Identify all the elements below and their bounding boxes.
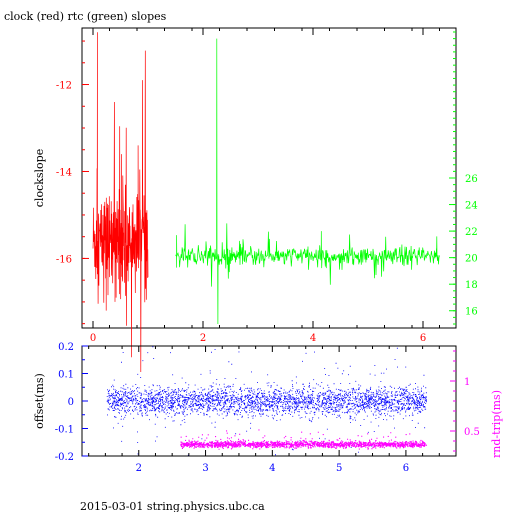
clock-slope-line bbox=[92, 32, 149, 373]
x-tick-label: 4 bbox=[310, 333, 316, 344]
x-tick-label: 6 bbox=[403, 463, 409, 474]
y-right-tick-label: 20 bbox=[465, 254, 478, 265]
y-right-tick-label: 26 bbox=[465, 174, 478, 185]
rnd-trip-axis-label: rnd-trip(ms) bbox=[490, 390, 503, 458]
y-left-tick-label: 0.2 bbox=[58, 342, 74, 353]
slopes-series-layer bbox=[92, 32, 440, 373]
y-left-tick-label: -12 bbox=[56, 81, 72, 92]
clockslope-axis-label: clockslope bbox=[33, 149, 46, 207]
figure-title: clock (red) rtc (green) slopes bbox=[4, 10, 167, 23]
x-tick-label: 3 bbox=[202, 463, 208, 474]
offset-points bbox=[106, 346, 427, 456]
y-right-tick-label: 16 bbox=[465, 307, 478, 318]
footer-text: 2015-03-01 string.physics.ubc.ca bbox=[80, 500, 265, 512]
y-right-tick-label: 1 bbox=[464, 377, 470, 388]
offset-series-layer bbox=[106, 346, 427, 456]
offset-scatter bbox=[106, 346, 427, 456]
y-left-tick-label: -16 bbox=[56, 254, 72, 265]
y-right-tick-label: 18 bbox=[465, 280, 478, 291]
rnd-trip-points bbox=[180, 429, 427, 450]
rtc-slope-line bbox=[175, 38, 440, 325]
y-left-tick-label: -0.1 bbox=[55, 425, 74, 436]
y-left-tick-label: -0.2 bbox=[55, 452, 74, 463]
y-right-tick-label: 22 bbox=[465, 227, 478, 238]
x-tick-label: 5 bbox=[336, 463, 342, 474]
x-tick-label: 4 bbox=[269, 463, 275, 474]
offset-axes-layer: 2 3 4 5 6 -0.2 -0.1 0 0.1 0.2 0.5 1 bbox=[55, 342, 480, 474]
y-right-tick-label: 0.5 bbox=[464, 427, 480, 438]
x-tick-label: 2 bbox=[200, 333, 206, 344]
y-left-tick-label: 0 bbox=[68, 397, 74, 408]
x-tick-label: 0 bbox=[90, 333, 96, 344]
y-right-tick-label: 24 bbox=[465, 201, 478, 212]
y-left-tick-label: 0.1 bbox=[58, 370, 74, 381]
rnd-trip-scatter bbox=[180, 429, 427, 450]
offset-panel: 2 3 4 5 6 -0.2 -0.1 0 0.1 0.2 0.5 1 offset(ms) rnd-… bbox=[33, 342, 503, 474]
x-tick-label: 2 bbox=[136, 463, 142, 474]
offset-axis-label: offset(ms) bbox=[33, 373, 46, 429]
x-tick-label: 6 bbox=[420, 333, 426, 344]
y-left-tick-label: -14 bbox=[56, 167, 72, 178]
